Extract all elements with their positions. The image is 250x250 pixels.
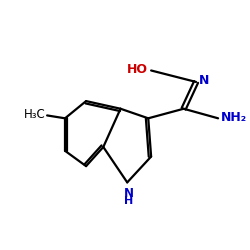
Text: H₃C: H₃C [24,108,45,121]
Text: N: N [124,187,134,200]
Text: N: N [199,74,209,87]
Text: NH₂: NH₂ [221,110,247,124]
Text: HO: HO [127,63,148,76]
Text: H: H [124,196,133,205]
